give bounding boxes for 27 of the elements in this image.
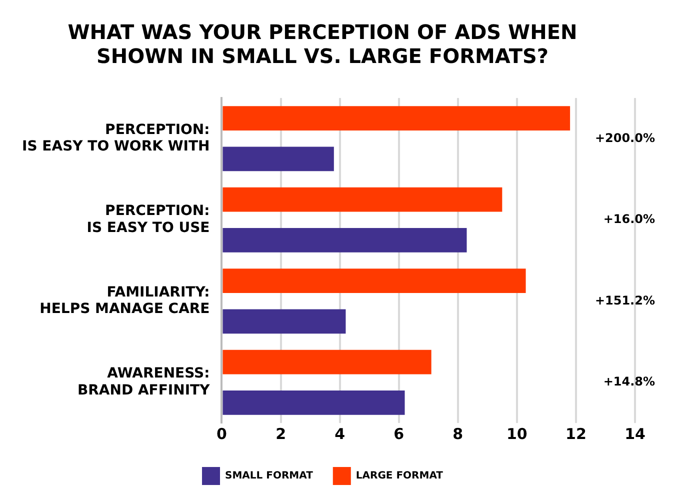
bar	[222, 146, 334, 172]
chart-title: WHAT WAS YOUR PERCEPTION OF ADS WHEN SHOWN IN SMALL VS. LARGE FORMATS?	[68, 20, 578, 68]
bar	[222, 268, 526, 293]
x-tick-label: 10	[506, 424, 528, 443]
x-tick-label: 14	[624, 424, 646, 443]
y-tick-label: PERCEPTION: IS EASY TO WORK WITH	[22, 122, 210, 155]
x-tick-label: 8	[452, 424, 464, 443]
y-tick-label: FAMILIARITY: HELPS MANAGE CARE	[40, 284, 210, 318]
legend-label: LARGE FORMAT	[356, 470, 444, 482]
x-tick-label: 2	[276, 424, 286, 443]
legend-label: SMALL FORMAT	[225, 470, 314, 482]
bar	[222, 228, 467, 252]
annotation: +14.8%	[603, 374, 655, 388]
annotation: +16.0%	[603, 212, 655, 226]
bar	[222, 106, 570, 130]
y-tick-label: AWARENESS: BRAND AFFINITY	[77, 366, 211, 398]
bar	[222, 187, 502, 212]
x-tick-label: 0	[216, 424, 227, 443]
x-tick-label: 4	[334, 424, 346, 443]
bar	[222, 309, 346, 334]
annotation: +200.0%	[594, 130, 655, 145]
bar	[222, 350, 432, 374]
x-tick-label: 12	[566, 424, 586, 443]
y-tick-label: PERCEPTION: IS EASY TO USE	[86, 203, 210, 236]
bar	[222, 390, 405, 415]
x-tick-label: 6	[394, 424, 404, 443]
annotation: +151.2%	[594, 293, 655, 308]
